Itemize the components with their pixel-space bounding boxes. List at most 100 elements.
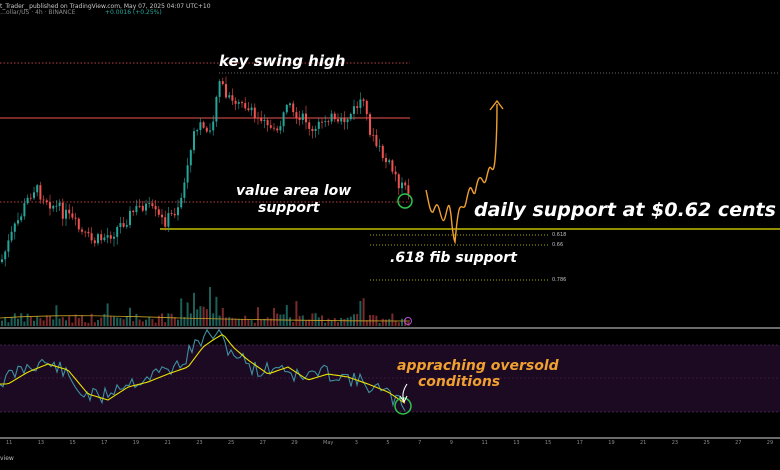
rsi-band bbox=[0, 345, 780, 412]
candle-body bbox=[100, 234, 103, 241]
candle-body bbox=[116, 226, 119, 237]
volume-bar bbox=[260, 319, 263, 326]
candle-body bbox=[148, 203, 151, 204]
candle-body bbox=[36, 185, 39, 193]
annotation-value-area-low: value area low bbox=[236, 183, 352, 199]
candle-body bbox=[305, 113, 307, 123]
time-axis-tick-label: May bbox=[323, 440, 334, 446]
volume-bar bbox=[285, 305, 288, 326]
candle-body bbox=[282, 112, 285, 127]
candle-body bbox=[407, 185, 410, 194]
volume-bar bbox=[161, 313, 163, 326]
volume-bar bbox=[365, 320, 368, 326]
volume-bar bbox=[205, 309, 208, 326]
fib-label-66: 0.66 bbox=[552, 242, 564, 248]
rsi-ma-line bbox=[0, 333, 406, 404]
candle-body bbox=[97, 234, 99, 244]
candle-body bbox=[157, 209, 160, 215]
candle-body bbox=[324, 121, 327, 123]
candle-body bbox=[109, 235, 112, 239]
volume-bar bbox=[199, 306, 202, 326]
candle-body bbox=[164, 217, 167, 227]
time-axis-tick-label: 11 bbox=[6, 440, 13, 446]
oversold-arrowhead-icon bbox=[399, 395, 408, 404]
volume-bars bbox=[1, 286, 410, 326]
volume-bar bbox=[356, 313, 359, 326]
volume-bar bbox=[100, 317, 103, 326]
volume-bar bbox=[225, 317, 227, 326]
candle-body bbox=[301, 113, 304, 121]
symbol-label: …ollar/US · 4h · BINANCE bbox=[0, 9, 76, 16]
volume-bar bbox=[359, 300, 362, 326]
time-axis-tick-label: 13 bbox=[513, 440, 520, 446]
volume-bar bbox=[241, 318, 243, 326]
volume-bar bbox=[308, 319, 311, 326]
volume-bar bbox=[119, 317, 122, 326]
volume-bar bbox=[391, 313, 394, 326]
candle-body bbox=[45, 200, 48, 203]
volume-bar bbox=[141, 321, 144, 326]
support-highlight-circle bbox=[397, 193, 413, 209]
candle-body bbox=[375, 135, 378, 147]
time-axis-tick-label: 21 bbox=[640, 440, 647, 446]
candle-body bbox=[113, 236, 115, 239]
candle-body bbox=[231, 95, 234, 101]
candle-body bbox=[381, 145, 384, 159]
time-axis-tick-label: 3 bbox=[354, 440, 358, 446]
time-axis-tick-label: 17 bbox=[576, 440, 583, 446]
volume-bar bbox=[135, 313, 138, 326]
volume-bar bbox=[346, 317, 349, 326]
volume-bar bbox=[157, 315, 160, 326]
candle-body bbox=[269, 125, 272, 128]
volume-bar bbox=[23, 321, 26, 326]
candle-body bbox=[167, 213, 170, 227]
volume-bar bbox=[202, 306, 205, 326]
candle-body bbox=[317, 121, 320, 129]
volume-bar bbox=[132, 321, 135, 326]
candle-body bbox=[276, 128, 279, 131]
candle-body bbox=[58, 202, 61, 206]
volume-bar bbox=[250, 319, 253, 326]
volume-bar bbox=[106, 303, 109, 326]
candle-body bbox=[215, 96, 218, 122]
volume-bar bbox=[52, 319, 55, 326]
volume-bar bbox=[173, 317, 176, 326]
candle-body bbox=[52, 205, 55, 209]
candle-body bbox=[327, 121, 330, 123]
volume-bar bbox=[49, 315, 51, 326]
candle-body bbox=[401, 182, 403, 189]
candle-body bbox=[186, 165, 189, 183]
volume-bar bbox=[113, 316, 115, 326]
candle-body bbox=[362, 99, 365, 101]
fib-label-618: 0.618 bbox=[552, 232, 567, 238]
candle-body bbox=[7, 240, 10, 252]
candle-body bbox=[260, 118, 263, 122]
time-axis-tick-label: 19 bbox=[132, 440, 140, 446]
candle-body bbox=[311, 128, 314, 131]
candle-body bbox=[122, 223, 125, 227]
volume-bar bbox=[193, 292, 195, 326]
candle-body bbox=[173, 213, 176, 216]
candle-body bbox=[273, 127, 275, 129]
volume-bar bbox=[154, 322, 157, 326]
candle-body bbox=[17, 220, 19, 224]
candle-body bbox=[90, 233, 93, 241]
candle-body bbox=[378, 145, 381, 147]
candle-body bbox=[365, 100, 368, 115]
candle-body bbox=[228, 95, 231, 98]
volume-bar bbox=[122, 319, 125, 326]
rsi-line bbox=[0, 328, 406, 411]
candle-body bbox=[106, 235, 109, 238]
candle-body bbox=[330, 113, 333, 122]
volume-bar bbox=[388, 319, 391, 326]
candle-body bbox=[33, 192, 35, 199]
candle-body bbox=[247, 108, 250, 111]
time-axis-tick-label: 23 bbox=[196, 440, 203, 446]
candle-body bbox=[103, 237, 106, 241]
annotation-daily-support: daily support at $0.62 cents bbox=[474, 199, 776, 221]
candle-body bbox=[343, 118, 346, 123]
volume-bar bbox=[17, 318, 19, 326]
candle-body bbox=[237, 102, 240, 104]
time-axis[interactable]: 11 13 15 17 19 21 23 25 27 29 May 3 5 7 9 11 13 15 17 19 21 2… bbox=[0, 440, 780, 452]
